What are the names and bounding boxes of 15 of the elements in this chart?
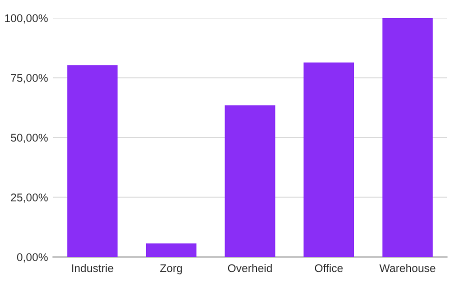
bar bbox=[146, 243, 196, 257]
bar bbox=[67, 65, 118, 257]
y-tick-label: 25,00% bbox=[11, 194, 48, 203]
bar bbox=[224, 105, 276, 257]
y-tick-label: 50,00% bbox=[10, 134, 48, 143]
y-tick-label: 75,00% bbox=[11, 74, 48, 84]
y-tick-label: 100,00% bbox=[5, 14, 48, 24]
bar bbox=[382, 18, 433, 257]
x-tick-label: Office bbox=[314, 264, 343, 272]
y-tick-label: 0,00% bbox=[17, 253, 48, 262]
x-tick-label: Overheid bbox=[228, 264, 272, 272]
x-tick-label: Industrie bbox=[72, 264, 114, 272]
bar bbox=[304, 62, 354, 257]
x-tick-label: Warehouse bbox=[379, 264, 436, 272]
x-tick-label: Zorg bbox=[160, 264, 182, 274]
